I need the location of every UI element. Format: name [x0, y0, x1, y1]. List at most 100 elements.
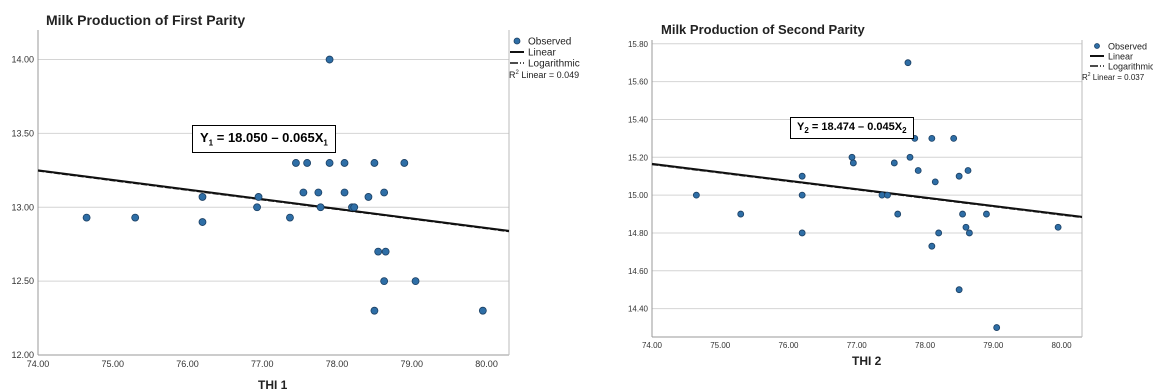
- chart2-linear-fit-line: [651, 162, 1083, 218]
- chart2-log-fit-line: [651, 164, 1083, 219]
- chart1-data-point: [198, 193, 207, 201]
- chart2-legend-log-label: Logarithmic: [1108, 62, 1153, 72]
- chart1-eq-y-sub: 1: [208, 138, 214, 148]
- chart1-data-point: [198, 218, 207, 226]
- chart2-data-point: [894, 210, 902, 218]
- chart2-ytick-label: 15.60: [628, 78, 649, 87]
- chart1-data-point: [478, 306, 487, 315]
- chart2-data-point: [955, 286, 963, 294]
- chart1-data-point: [303, 159, 312, 167]
- chart1-xtick-label: 77.00: [251, 359, 274, 369]
- chart2-ytick-label: 15.80: [628, 40, 649, 49]
- chart2-ytick-label: 15.00: [628, 191, 649, 200]
- chart1-ytick-label: 14.00: [11, 55, 34, 65]
- chart1-data-point: [325, 159, 334, 167]
- chart1-legend-log-label: Logarithmic: [528, 59, 580, 70]
- chart2-data-point: [928, 134, 936, 142]
- chart1-data-point: [254, 193, 263, 201]
- chart2-data-point: [1054, 223, 1062, 231]
- chart1-data-point: [253, 203, 261, 212]
- chart2-legend-observed-marker: [1094, 43, 1100, 49]
- chart2-data-point: [983, 210, 990, 218]
- chart1-xtick-label: 80.00: [475, 359, 498, 369]
- chart1-xlabel: THI 1: [258, 378, 288, 392]
- chart1-equation: Y1 = 18.050 – 0.065X1: [192, 125, 336, 153]
- chart2-data-point: [928, 242, 936, 250]
- chart1-data-point: [82, 213, 91, 222]
- chart1-eq-y: Y: [200, 130, 209, 145]
- chart2-data-point: [931, 178, 939, 186]
- chart2-data-point: [692, 191, 700, 199]
- chart2-data-point: [848, 153, 856, 161]
- chart2-xtick-label: 79.00: [983, 341, 1004, 350]
- chart1-xtick-label: 79.00: [401, 359, 424, 369]
- chart1-data-point: [316, 203, 325, 212]
- chart1-data-point: [400, 159, 409, 167]
- chart2-xtick-label: 75.00: [710, 341, 731, 350]
- chart2-data-point: [935, 229, 943, 237]
- chart1-linear-fit-line: [37, 169, 510, 232]
- chart1-data-point: [374, 247, 383, 256]
- chart1-data-point: [299, 188, 308, 197]
- chart2-ytick-label: 15.40: [628, 115, 649, 124]
- chart1-log-fit-line: [37, 170, 510, 233]
- chart2-data-point: [849, 159, 857, 167]
- chart1-data-point: [370, 159, 379, 167]
- chart2-ytick-label: 14.60: [628, 267, 649, 276]
- chart1-data-point: [381, 247, 390, 256]
- chart1-ytick-label: 12.00: [11, 350, 34, 360]
- chart1-data-point: [380, 277, 389, 286]
- chart1-data-point: [364, 193, 373, 201]
- chart2-xtick-label: 78.00: [915, 341, 936, 350]
- chart1-legend-observed-label: Observed: [528, 37, 571, 48]
- chart2-data-point: [950, 134, 958, 142]
- chart2-xtick-label: 80.00: [1052, 341, 1073, 350]
- chart2-data-point: [884, 191, 891, 199]
- chart1-ytick-label: 12.50: [11, 276, 34, 286]
- chart2-xlabel: THI 2: [852, 354, 882, 368]
- chart2-data-point: [914, 167, 922, 174]
- chart1-r2-label: R2 Linear = 0.049: [509, 70, 579, 80]
- chart1-title: Milk Production of First Parity: [46, 12, 246, 28]
- chart2-eq-y: Y: [797, 121, 805, 133]
- chart2-data-point: [959, 210, 966, 218]
- chart2-r2-label: R2 Linear = 0.037: [1082, 72, 1145, 82]
- chart2-data-point: [962, 223, 970, 231]
- chart2-data-point: [965, 229, 973, 237]
- chart1-data-point: [325, 55, 334, 64]
- chart1-xtick-label: 74.00: [27, 359, 50, 369]
- chart1-data-point: [292, 159, 300, 167]
- chart2-legend-observed-label: Observed: [1108, 42, 1147, 52]
- chart1-data-point: [314, 188, 323, 197]
- chart2-data-point: [798, 191, 806, 199]
- chart1-data-point: [380, 188, 389, 197]
- chart2-data-point: [890, 159, 898, 167]
- chart2-ytick-label: 15.20: [628, 153, 649, 162]
- chart2-eq-text: = 18.474 – 0.045X: [808, 121, 903, 133]
- chart1-legend-observed-marker: [513, 37, 521, 45]
- chart2-ytick-label: 14.40: [628, 305, 649, 314]
- chart2-data-point: [904, 59, 912, 67]
- chart2-data-point: [993, 324, 1001, 331]
- chart2-data-point: [798, 172, 806, 180]
- chart2-eq-x-sub: 2: [902, 126, 907, 136]
- chart2-eq-y-sub: 2: [804, 126, 809, 136]
- chart1-data-point: [370, 306, 379, 315]
- chart2-data-point: [798, 229, 806, 237]
- chart1-plot: 12.00 12.50 13.00 13.50 14.00 74.00 75.00 76.00…: [11, 30, 580, 369]
- chart2-ytick-label: 14.80: [628, 229, 649, 238]
- chart1-data-point: [286, 213, 294, 222]
- chart1-legend-linear-label: Linear: [528, 48, 556, 59]
- chart2-xtick-label: 76.00: [778, 341, 799, 350]
- chart1-xtick-label: 75.00: [101, 359, 124, 369]
- chart1-xtick-label: 78.00: [326, 359, 349, 369]
- chart2-data-point: [955, 172, 963, 180]
- chart1-eq-text: = 18.050 – 0.065X: [213, 130, 324, 145]
- chart2-data-point: [737, 210, 745, 218]
- chart2-legend-linear-label: Linear: [1108, 52, 1133, 62]
- chart1-eq-x-sub: 1: [323, 138, 328, 148]
- chart1-data-point: [131, 213, 140, 222]
- chart1-data-point: [350, 203, 359, 212]
- chart2-xtick-label: 77.00: [847, 341, 868, 350]
